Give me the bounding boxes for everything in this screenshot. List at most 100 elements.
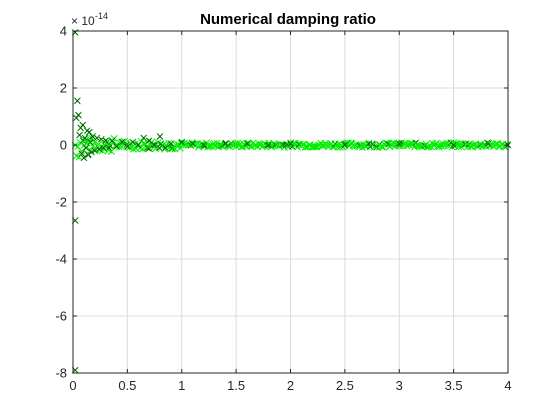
- marker-stroke: [222, 140, 229, 147]
- marker-stroke: [129, 139, 136, 146]
- y-axis-exponent-label: × 10 -14: [71, 11, 108, 28]
- marker-stroke: [369, 141, 376, 148]
- data-point-marker: [125, 143, 134, 151]
- marker-stroke: [113, 143, 120, 150]
- marker-stroke: [231, 140, 239, 148]
- data-point-marker: [118, 138, 126, 146]
- marker-stroke: [301, 143, 309, 151]
- data-point-marker: [81, 134, 89, 142]
- marker-stroke: [88, 134, 96, 143]
- marker-stroke: [102, 139, 110, 148]
- marker-stroke: [109, 138, 117, 146]
- y-tick-label: -6: [55, 309, 67, 324]
- data-point-marker: [243, 140, 251, 148]
- marker-stroke: [406, 140, 415, 148]
- marker-stroke: [106, 144, 112, 151]
- x-tick-labels: 0 0.5 1 1.5 2 2.5 3 3.5 4: [69, 378, 511, 393]
- marker-stroke: [450, 142, 457, 148]
- marker-stroke: [105, 146, 113, 154]
- marker-stroke: [82, 136, 90, 144]
- data-point-marker: [367, 140, 376, 148]
- marker-stroke: [79, 122, 86, 128]
- data-point-marker: [78, 149, 86, 158]
- marker-stroke: [119, 139, 125, 146]
- data-point-marker: [151, 141, 159, 149]
- exponent-base: × 10: [71, 14, 95, 28]
- data-point-marker: [102, 137, 110, 145]
- y-tick-label: 0: [60, 138, 67, 153]
- marker-stroke: [167, 140, 174, 147]
- data-point-marker: [450, 141, 458, 149]
- marker-stroke: [125, 143, 134, 151]
- marker-stroke: [335, 140, 343, 148]
- marker-stroke: [162, 144, 169, 151]
- marker-stroke: [78, 150, 85, 157]
- data-point-marker: [78, 147, 86, 155]
- marker-stroke: [312, 143, 320, 151]
- tick-marks: [72, 30, 509, 374]
- x-tick-label: 3: [396, 378, 403, 393]
- x-tick-label: 2: [287, 378, 294, 393]
- data-point-marker: [140, 134, 148, 142]
- data-point-marker: [95, 145, 103, 153]
- marker-stroke: [416, 142, 424, 150]
- data-point-marker: [221, 140, 229, 148]
- data-point-marker: [161, 144, 169, 152]
- y-tick-labels: 4 2 0 -2 -4 -6 -8: [55, 24, 67, 381]
- marker-stroke: [96, 146, 102, 153]
- marker-stroke: [413, 141, 421, 149]
- data-point-marker: [87, 148, 96, 156]
- x-tick-label: 0: [69, 378, 76, 393]
- marker-stroke: [78, 147, 86, 155]
- marker-stroke: [200, 142, 208, 150]
- data-point-marker: [301, 143, 309, 151]
- marker-stroke: [102, 137, 109, 144]
- chart-title: Numerical damping ratio: [200, 11, 376, 28]
- marker-stroke: [280, 142, 287, 148]
- marker-stroke: [135, 142, 142, 148]
- data-point-marker: [80, 154, 88, 162]
- data-point-marker: [82, 144, 90, 152]
- data-point-marker: [156, 132, 164, 141]
- marker-stroke: [184, 141, 192, 149]
- data-point-marker: [108, 137, 116, 145]
- y-tick-label: -2: [55, 195, 67, 210]
- data-point-marker: [167, 140, 175, 148]
- data-point-marker: [112, 142, 121, 150]
- data-point-marker: [189, 140, 197, 148]
- marker-stroke: [215, 141, 224, 149]
- marker-stroke: [86, 129, 93, 136]
- marker-stroke: [202, 139, 211, 147]
- marker-stroke: [382, 139, 390, 147]
- marker-stroke: [210, 139, 218, 148]
- data-point-marker: [199, 141, 208, 149]
- marker-stroke: [100, 144, 107, 151]
- marker-stroke: [234, 139, 242, 147]
- data-point-marker: [248, 143, 256, 151]
- marker-stroke: [151, 142, 158, 148]
- marker-stroke: [244, 140, 250, 147]
- y-tick-label: 2: [60, 81, 67, 96]
- marker-stroke: [462, 140, 471, 148]
- marker-stroke: [164, 139, 173, 147]
- marker-stroke: [119, 138, 127, 146]
- marker-stroke: [265, 142, 272, 148]
- data-point-marker: [85, 128, 93, 136]
- marker-stroke: [200, 142, 207, 148]
- y-tick-label: 4: [60, 24, 67, 39]
- data-point-marker: [286, 140, 295, 148]
- marker-stroke: [115, 143, 123, 151]
- data-point-marker: [134, 141, 142, 149]
- marker-stroke: [80, 154, 87, 161]
- x-tick-label: 1.5: [227, 378, 245, 393]
- x-tick-label: 2.5: [336, 378, 354, 393]
- marker-stroke: [396, 140, 403, 147]
- marker-stroke: [124, 143, 131, 150]
- data-point-marker: [129, 138, 137, 146]
- marker-stroke: [178, 139, 185, 146]
- data-point-marker: [341, 141, 349, 149]
- marker-stroke: [84, 127, 91, 134]
- marker-stroke: [112, 141, 121, 150]
- data-point-marker: [73, 97, 81, 105]
- marker-stroke: [83, 144, 89, 151]
